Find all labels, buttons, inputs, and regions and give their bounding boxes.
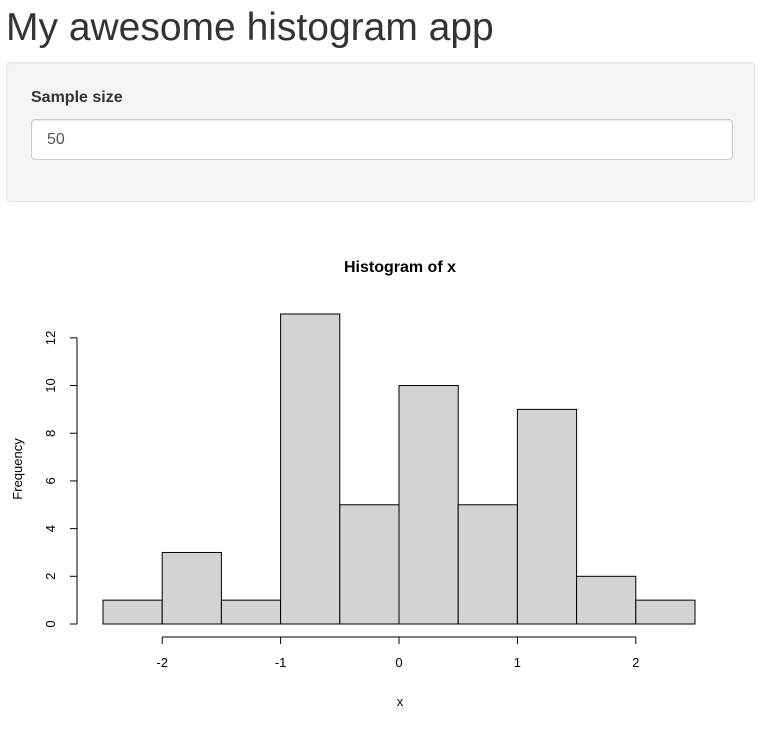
histogram-bar bbox=[280, 313, 341, 625]
y-axis-label: Frequency bbox=[10, 438, 25, 500]
sample-size-input[interactable] bbox=[31, 119, 733, 160]
histogram-bar bbox=[398, 385, 459, 625]
x-tick-label: -1 bbox=[275, 655, 287, 670]
y-tick-label: 2 bbox=[43, 573, 58, 580]
y-tick-label: 0 bbox=[43, 620, 58, 627]
sidebar-panel: Sample size bbox=[6, 62, 755, 202]
histogram-bar bbox=[220, 599, 282, 625]
x-tick-label: 0 bbox=[395, 655, 402, 670]
y-tick-label: 4 bbox=[43, 525, 58, 532]
x-tick-label: -2 bbox=[156, 655, 168, 670]
y-tick-label: 6 bbox=[43, 477, 58, 484]
x-axis-label: x bbox=[397, 694, 404, 709]
sample-size-label: Sample size bbox=[31, 89, 123, 106]
x-tick-label: 2 bbox=[632, 655, 639, 670]
y-tick-label: 8 bbox=[43, 430, 58, 437]
histogram-bar bbox=[516, 408, 578, 625]
histogram-bar bbox=[635, 599, 696, 625]
histogram-plot: Histogram of x -2 -1 0 1 2 0 2 4 6 8 10 12 x Frequ… bbox=[0, 230, 766, 732]
histogram-bar bbox=[339, 504, 400, 625]
histogram-bar bbox=[457, 504, 518, 625]
y-tick-label: 12 bbox=[43, 331, 58, 345]
app-title: My awesome histogram app bbox=[6, 6, 494, 49]
y-tick-label: 10 bbox=[43, 378, 58, 392]
x-tick-label: 1 bbox=[514, 655, 521, 670]
chart-title: Histogram of x bbox=[344, 259, 456, 276]
histogram-bar bbox=[161, 551, 222, 625]
histogram-bar bbox=[102, 599, 163, 625]
histogram-bar bbox=[576, 575, 637, 625]
